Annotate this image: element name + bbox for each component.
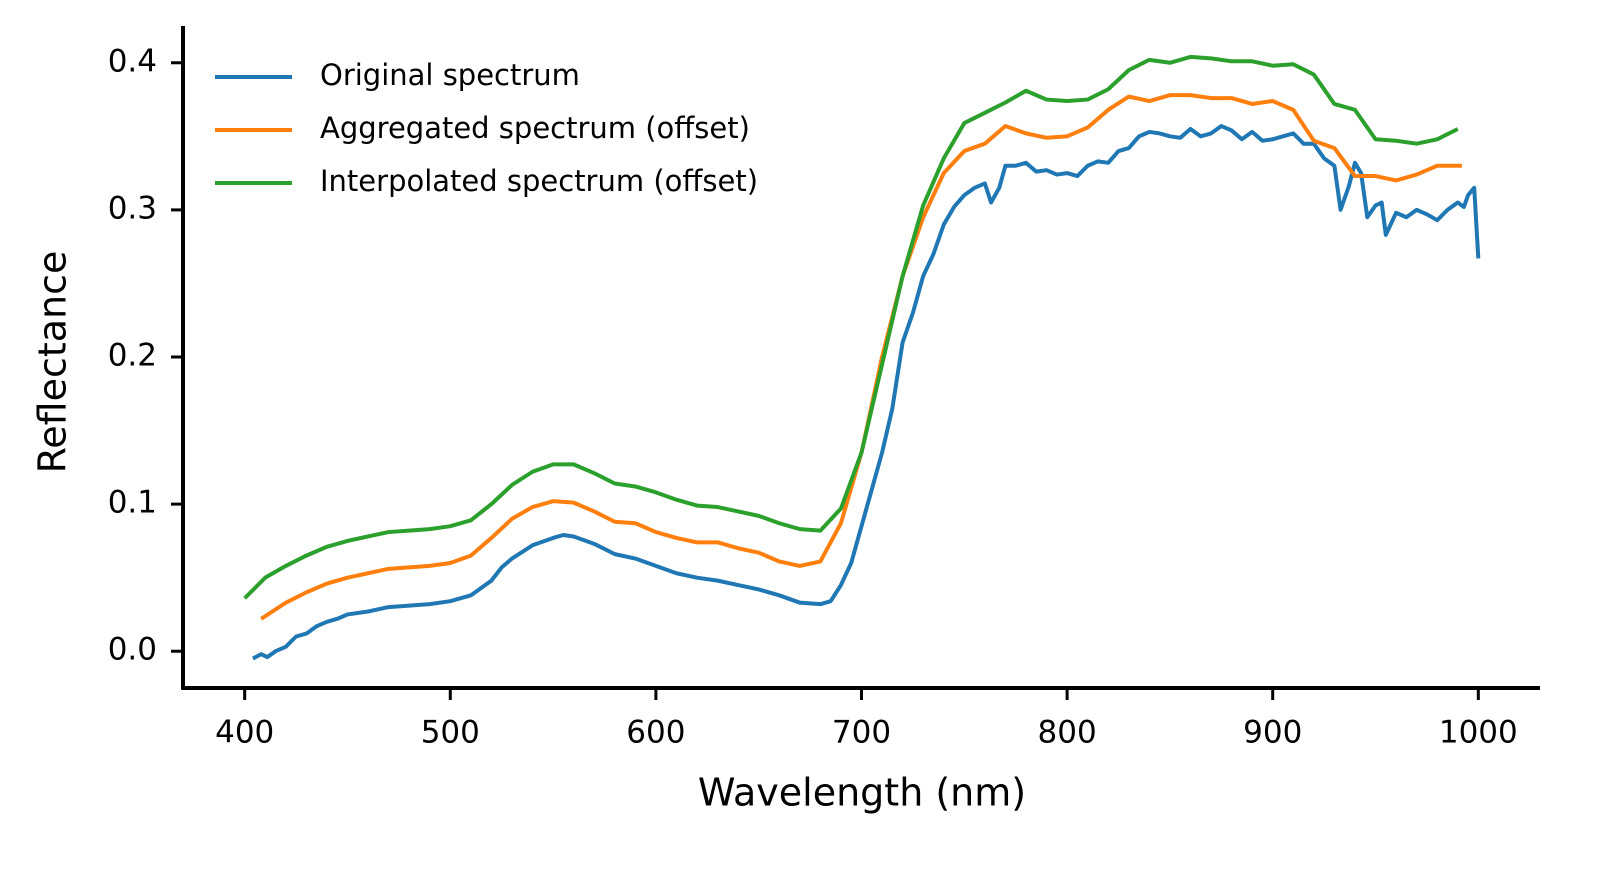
x-tick-label: 900 <box>1243 715 1302 751</box>
y-tick-label: 0.0 <box>108 632 157 668</box>
data-line <box>243 54 1459 600</box>
y-axis-label: Reflectance <box>31 251 75 474</box>
x-tick-label: 1000 <box>1439 715 1518 751</box>
y-tick-label: 0.4 <box>108 43 157 79</box>
x-tick-label: 400 <box>215 715 274 751</box>
y-tick-label: 0.1 <box>108 485 157 521</box>
legend-label: Interpolated spectrum (offset) <box>320 164 758 198</box>
x-tick-label: 700 <box>832 715 891 751</box>
x-tick-label: 800 <box>1038 715 1097 751</box>
data-line <box>251 124 1481 661</box>
legend-label: Aggregated spectrum (offset) <box>320 111 750 145</box>
x-tick-label: 500 <box>421 715 480 751</box>
y-tick-label: 0.2 <box>108 338 157 374</box>
y-tick-label: 0.3 <box>108 190 157 226</box>
legend-label: Original spectrum <box>320 58 580 92</box>
x-axis-label: Wavelength (nm) <box>698 771 1026 815</box>
x-tick-label: 600 <box>626 715 685 751</box>
